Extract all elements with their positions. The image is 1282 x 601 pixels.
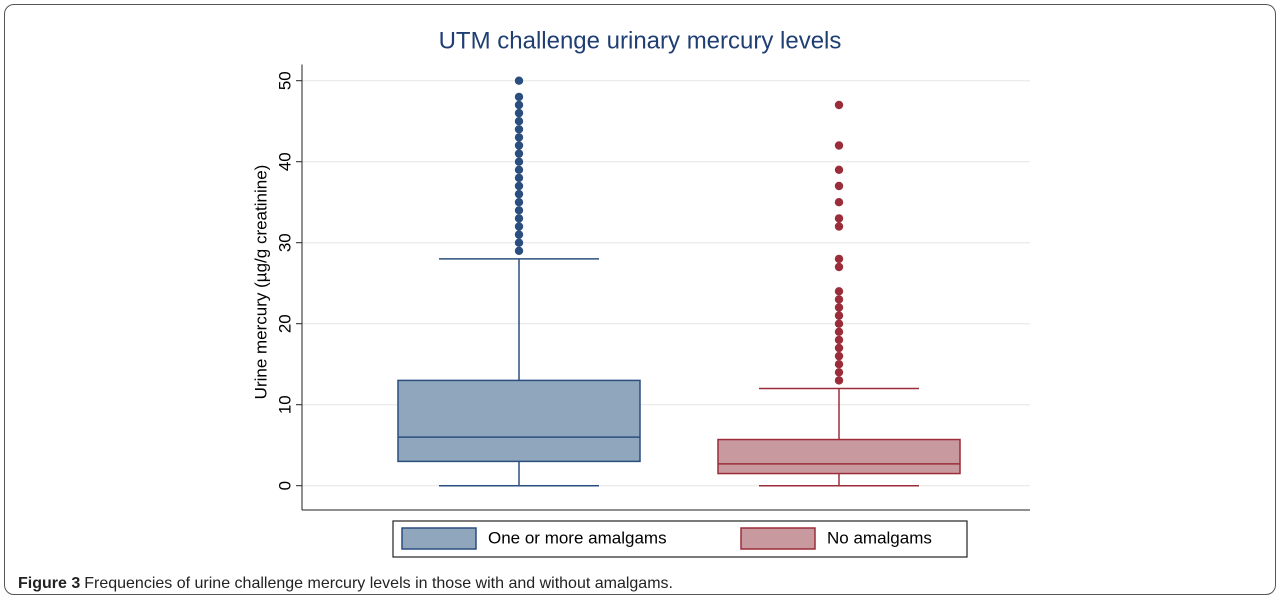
caption-label: Figure 3: [18, 575, 81, 592]
outlier: [514, 206, 524, 215]
outlier: [514, 157, 524, 166]
outlier: [834, 303, 844, 312]
outlier: [514, 246, 524, 255]
outlier: [514, 214, 524, 223]
y-tick-label: 40: [275, 152, 294, 171]
legend-label: No amalgams: [827, 528, 932, 547]
y-tick-label: 0: [275, 481, 294, 490]
box: [717, 438, 961, 475]
outlier: [514, 230, 524, 239]
outlier: [514, 238, 524, 247]
legend-label: One or more amalgams: [488, 528, 667, 547]
outlier: [834, 311, 844, 320]
outlier: [514, 181, 524, 191]
y-tick-label: 10: [275, 395, 294, 414]
outlier: [834, 254, 844, 264]
outlier: [834, 141, 844, 150]
y-tick-label: 50: [275, 71, 294, 90]
outlier: [834, 327, 844, 336]
outlier: [514, 141, 524, 150]
y-axis-title: Urine mercury (µg/g creatinine): [251, 165, 270, 400]
outlier: [514, 173, 524, 183]
outlier: [834, 222, 844, 231]
legend-swatch: [740, 527, 816, 550]
y-tick-label: 30: [275, 233, 294, 252]
outlier: [834, 343, 844, 353]
outlier: [834, 287, 844, 296]
chart-title: UTM challenge urinary mercury levels: [439, 27, 842, 54]
y-tick-label: 20: [275, 314, 294, 333]
outlier: [514, 108, 524, 118]
outlier: [834, 351, 844, 361]
outlier: [834, 360, 844, 369]
outlier: [514, 92, 524, 102]
outlier: [834, 198, 844, 207]
outlier: [514, 76, 524, 85]
outlier: [514, 149, 524, 158]
outlier: [834, 295, 844, 304]
outlier: [834, 214, 844, 223]
outlier: [834, 319, 844, 328]
outlier: [834, 368, 844, 377]
caption: Figure 3 Frequencies of urine challenge m…: [18, 575, 673, 593]
outlier: [514, 222, 524, 231]
outlier: [514, 100, 524, 110]
outlier: [514, 189, 524, 199]
outlier: [834, 100, 844, 110]
outlier: [514, 125, 524, 134]
legend-swatch: [401, 527, 477, 550]
outlier: [514, 117, 524, 126]
outlier: [834, 165, 844, 174]
outlier: [514, 198, 524, 207]
outlier: [834, 181, 844, 191]
outlier: [514, 133, 524, 142]
box: [397, 379, 641, 463]
outlier: [514, 165, 524, 174]
caption-text: Frequencies of urine challenge mercury l…: [84, 575, 673, 592]
outlier: [834, 335, 844, 345]
legend-box: [392, 520, 968, 558]
outlier: [834, 262, 844, 272]
outlier: [834, 376, 844, 385]
figure-frame: [4, 4, 1276, 595]
